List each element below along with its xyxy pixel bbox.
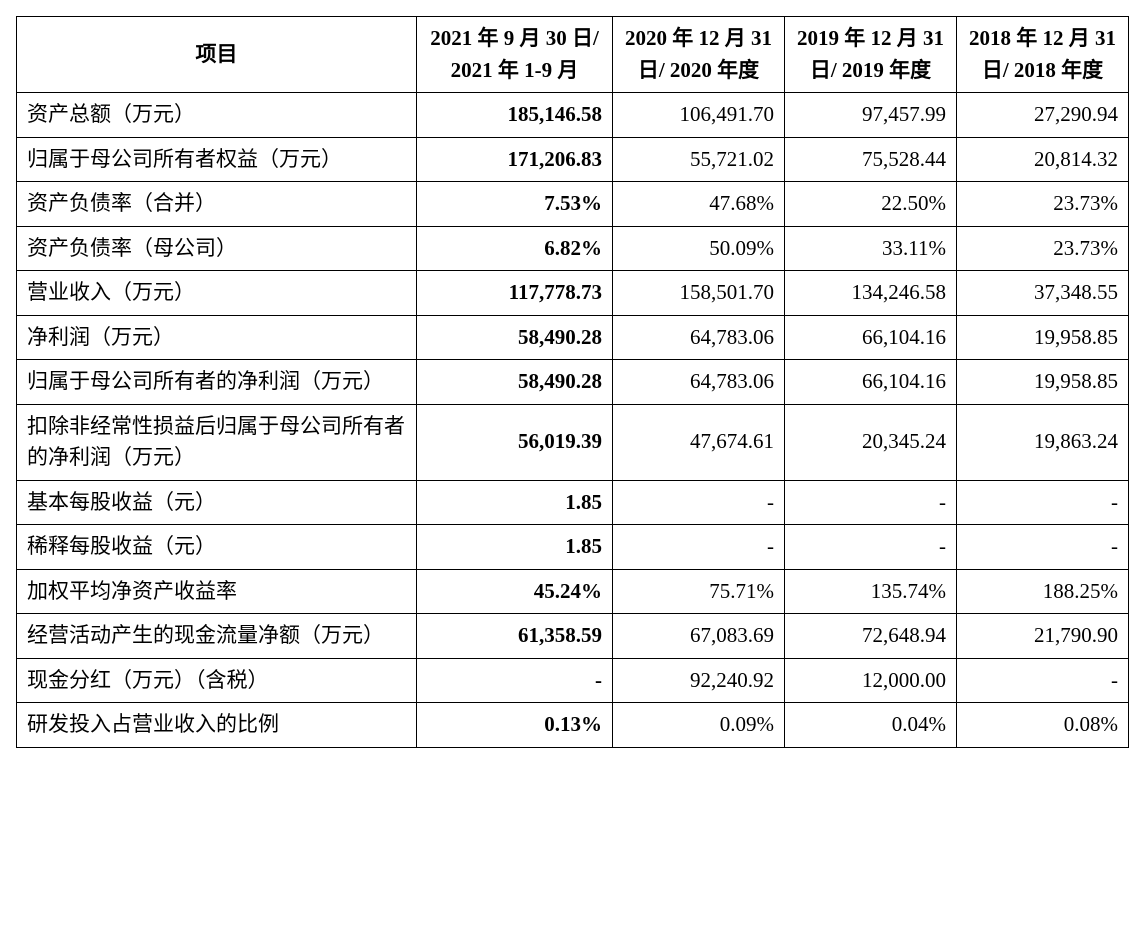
cell-value: 64,783.06 [613,360,785,405]
cell-value: 6.82% [417,226,613,271]
cell-value: 1.85 [417,525,613,570]
cell-value: 12,000.00 [785,658,957,703]
cell-value: - [957,525,1129,570]
cell-value: 0.04% [785,703,957,748]
cell-value: 58,490.28 [417,360,613,405]
cell-value: 58,490.28 [417,315,613,360]
cell-value: 20,814.32 [957,137,1129,182]
col-header-item: 项目 [17,17,417,93]
row-label: 现金分红（万元）（含税） [17,658,417,703]
cell-value: 19,958.85 [957,360,1129,405]
table-row: 研发投入占营业收入的比例 0.13% 0.09% 0.04% 0.08% [17,703,1129,748]
cell-value: 158,501.70 [613,271,785,316]
row-label: 扣除非经常性损益后归属于母公司所有者的净利润（万元） [17,404,417,480]
row-label: 归属于母公司所有者权益（万元） [17,137,417,182]
cell-value: 20,345.24 [785,404,957,480]
cell-value: 19,958.85 [957,315,1129,360]
cell-value: 19,863.24 [957,404,1129,480]
table-row: 扣除非经常性损益后归属于母公司所有者的净利润（万元） 56,019.39 47,… [17,404,1129,480]
cell-value: - [613,525,785,570]
cell-value: 117,778.73 [417,271,613,316]
table-row: 资产负债率（母公司） 6.82% 50.09% 33.11% 23.73% [17,226,1129,271]
cell-value: - [957,480,1129,525]
row-label: 资产负债率（母公司） [17,226,417,271]
col-header-2019: 2019 年 12 月 31 日/ 2019 年度 [785,17,957,93]
col-header-2021: 2021 年 9 月 30 日/ 2021 年 1-9 月 [417,17,613,93]
row-label: 加权平均净资产收益率 [17,569,417,614]
cell-value: - [957,658,1129,703]
cell-value: 21,790.90 [957,614,1129,659]
row-label: 营业收入（万元） [17,271,417,316]
cell-value: 22.50% [785,182,957,227]
row-label: 净利润（万元） [17,315,417,360]
row-label: 研发投入占营业收入的比例 [17,703,417,748]
cell-value: 75.71% [613,569,785,614]
cell-value: 67,083.69 [613,614,785,659]
cell-value: 56,019.39 [417,404,613,480]
cell-value: 47,674.61 [613,404,785,480]
cell-value: 45.24% [417,569,613,614]
financial-summary-table: 项目 2021 年 9 月 30 日/ 2021 年 1-9 月 2020 年 … [16,16,1129,748]
table-row: 稀释每股收益（元） 1.85 - - - [17,525,1129,570]
cell-value: 72,648.94 [785,614,957,659]
row-label: 基本每股收益（元） [17,480,417,525]
cell-value: 66,104.16 [785,360,957,405]
cell-value: 61,358.59 [417,614,613,659]
cell-value: 55,721.02 [613,137,785,182]
cell-value: 50.09% [613,226,785,271]
cell-value: 0.13% [417,703,613,748]
table-row: 净利润（万元） 58,490.28 64,783.06 66,104.16 19… [17,315,1129,360]
col-header-2020: 2020 年 12 月 31 日/ 2020 年度 [613,17,785,93]
cell-value: 23.73% [957,182,1129,227]
cell-value: 64,783.06 [613,315,785,360]
table-header-row: 项目 2021 年 9 月 30 日/ 2021 年 1-9 月 2020 年 … [17,17,1129,93]
cell-value: - [785,480,957,525]
row-label: 稀释每股收益（元） [17,525,417,570]
table-row: 归属于母公司所有者的净利润（万元） 58,490.28 64,783.06 66… [17,360,1129,405]
cell-value: 33.11% [785,226,957,271]
cell-value: 188.25% [957,569,1129,614]
cell-value: 171,206.83 [417,137,613,182]
cell-value: 66,104.16 [785,315,957,360]
cell-value: - [785,525,957,570]
cell-value: 75,528.44 [785,137,957,182]
row-label: 归属于母公司所有者的净利润（万元） [17,360,417,405]
cell-value: 134,246.58 [785,271,957,316]
cell-value: 23.73% [957,226,1129,271]
row-label: 经营活动产生的现金流量净额（万元） [17,614,417,659]
table-row: 经营活动产生的现金流量净额（万元） 61,358.59 67,083.69 72… [17,614,1129,659]
table-row: 加权平均净资产收益率 45.24% 75.71% 135.74% 188.25% [17,569,1129,614]
table-row: 基本每股收益（元） 1.85 - - - [17,480,1129,525]
cell-value: 92,240.92 [613,658,785,703]
table-row: 现金分红（万元）（含税） - 92,240.92 12,000.00 - [17,658,1129,703]
cell-value: 0.08% [957,703,1129,748]
table-row: 归属于母公司所有者权益（万元） 171,206.83 55,721.02 75,… [17,137,1129,182]
cell-value: 27,290.94 [957,93,1129,138]
cell-value: 1.85 [417,480,613,525]
table-row: 营业收入（万元） 117,778.73 158,501.70 134,246.5… [17,271,1129,316]
cell-value: 47.68% [613,182,785,227]
cell-value: 185,146.58 [417,93,613,138]
cell-value: 0.09% [613,703,785,748]
row-label: 资产负债率（合并） [17,182,417,227]
cell-value: 7.53% [417,182,613,227]
table-body: 资产总额（万元） 185,146.58 106,491.70 97,457.99… [17,93,1129,748]
col-header-2018: 2018 年 12 月 31 日/ 2018 年度 [957,17,1129,93]
cell-value: - [613,480,785,525]
table-row: 资产总额（万元） 185,146.58 106,491.70 97,457.99… [17,93,1129,138]
cell-value: 135.74% [785,569,957,614]
cell-value: - [417,658,613,703]
cell-value: 106,491.70 [613,93,785,138]
table-row: 资产负债率（合并） 7.53% 47.68% 22.50% 23.73% [17,182,1129,227]
cell-value: 37,348.55 [957,271,1129,316]
row-label: 资产总额（万元） [17,93,417,138]
cell-value: 97,457.99 [785,93,957,138]
